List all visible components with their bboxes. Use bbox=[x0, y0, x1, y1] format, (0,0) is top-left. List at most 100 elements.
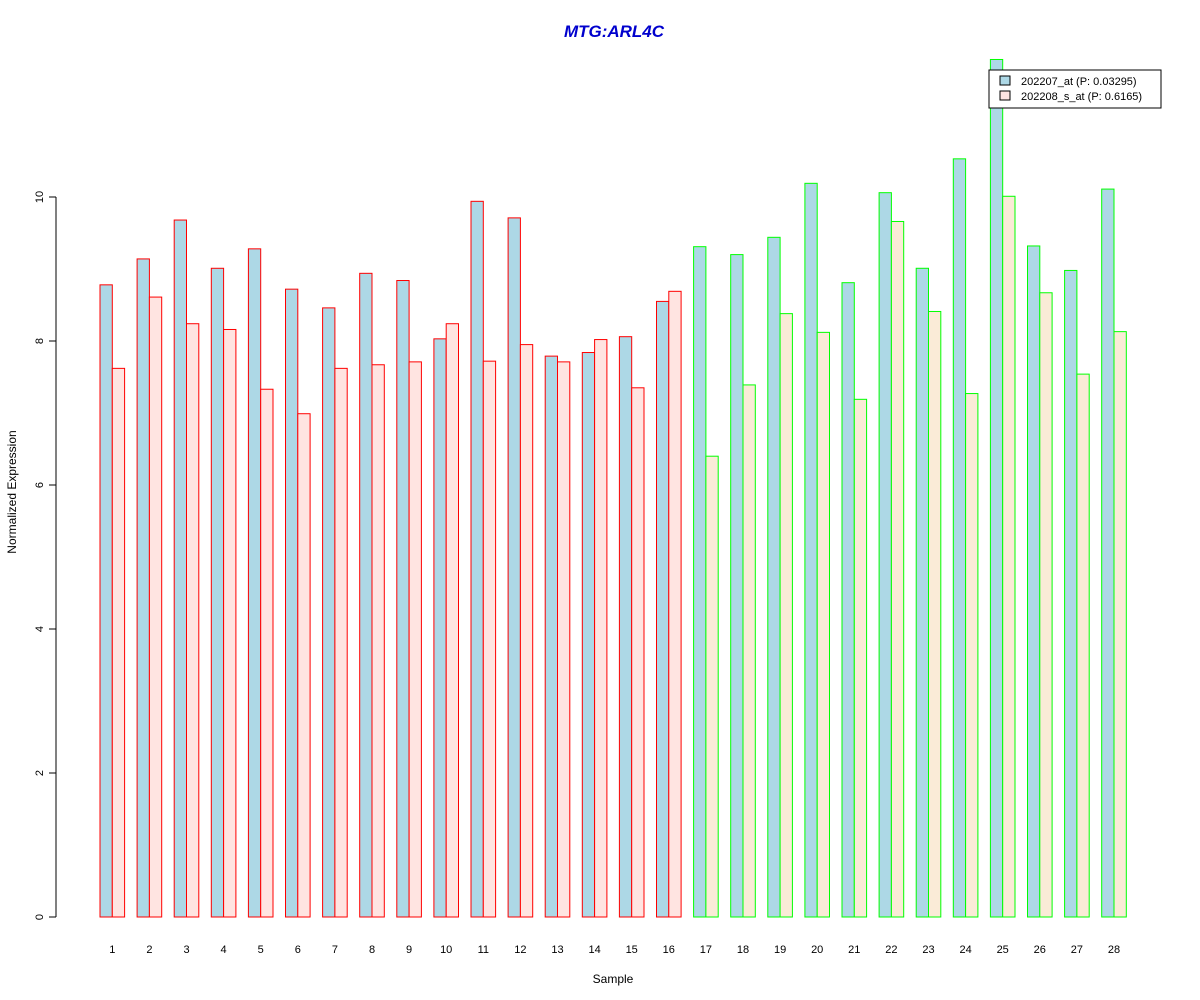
x-tick-label: 23 bbox=[922, 944, 934, 956]
x-tick-label: 5 bbox=[258, 944, 264, 956]
bar-202207-at bbox=[322, 307, 336, 918]
y-tick-label: 6 bbox=[34, 482, 46, 488]
y-tick-label: 2 bbox=[34, 770, 46, 776]
legend-swatch bbox=[999, 75, 1011, 86]
legend: 202207_at (P: 0.03295) 202208_s_at (P: 0.… bbox=[988, 69, 1162, 109]
bar-202207-at bbox=[507, 217, 521, 918]
bar-202208-s-at bbox=[594, 339, 608, 918]
bar-202208-s-at bbox=[482, 360, 497, 918]
bar-202208-s-at bbox=[1039, 292, 1053, 918]
bar-202208-s-at bbox=[779, 313, 793, 918]
x-tick-label: 1 bbox=[109, 944, 115, 956]
bar-202208-s-at bbox=[965, 393, 979, 918]
bar-202208-s-at bbox=[1076, 373, 1090, 918]
x-tick-label: 20 bbox=[811, 944, 823, 956]
bar-202207-at bbox=[841, 282, 855, 918]
bar-202207-at bbox=[989, 58, 1004, 918]
bar-202207-at bbox=[247, 248, 262, 918]
x-tick-label: 6 bbox=[295, 944, 301, 956]
bar-202208-s-at bbox=[1113, 331, 1127, 918]
x-tick-label: 25 bbox=[997, 944, 1009, 956]
bar-202207-at bbox=[730, 254, 744, 918]
bar-202207-at bbox=[99, 284, 113, 918]
x-tick-label: 22 bbox=[885, 944, 897, 956]
bar-202207-at bbox=[581, 352, 596, 918]
bar-202207-at bbox=[544, 355, 559, 918]
y-tick-label: 4 bbox=[34, 626, 46, 632]
x-tick-label: 9 bbox=[406, 944, 412, 956]
x-tick-label: 13 bbox=[551, 944, 563, 956]
y-tick-label: 10 bbox=[34, 191, 46, 203]
bar-202208-s-at bbox=[557, 361, 571, 918]
bar-202207-at bbox=[878, 192, 892, 918]
legend-entry: 202208_s_at (P: 0.6165) bbox=[1021, 91, 1142, 103]
bars bbox=[99, 58, 1127, 918]
bar-202208-s-at bbox=[148, 296, 163, 918]
bar-202208-s-at bbox=[631, 387, 645, 918]
x-tick-label: 3 bbox=[183, 944, 189, 956]
x-tick-label: 11 bbox=[478, 944, 489, 956]
x-tick-label: 26 bbox=[1034, 944, 1046, 956]
bar-202208-s-at bbox=[260, 388, 274, 918]
bar-202208-s-at bbox=[519, 344, 534, 918]
bar-202207-at bbox=[1064, 269, 1078, 918]
bar-202208-s-at bbox=[668, 290, 682, 918]
x-tick-label: 15 bbox=[626, 944, 638, 956]
bar-202208-s-at bbox=[1002, 195, 1016, 918]
bar-202208-s-at bbox=[111, 367, 126, 918]
x-tick-label: 28 bbox=[1108, 944, 1120, 956]
bar-202208-s-at bbox=[742, 384, 756, 918]
legend-box bbox=[988, 69, 1162, 109]
x-tick-label: 24 bbox=[959, 944, 971, 956]
bar-202208-s-at bbox=[816, 331, 831, 918]
bar-202208-s-at bbox=[445, 323, 460, 918]
bar-202207-at bbox=[433, 338, 447, 918]
x-tick-labels: 1 2 3 4 5 6 7 8 9 10 11 12 13 14 15 16 17 18 19 20 21 22 23 24 2… bbox=[109, 944, 1120, 956]
bar-202208-s-at bbox=[223, 328, 237, 918]
bar-202208-s-at bbox=[297, 413, 311, 918]
bar-202207-at bbox=[136, 258, 150, 918]
x-tick-label: 27 bbox=[1071, 944, 1083, 956]
y-tick-label: 8 bbox=[34, 338, 46, 344]
bar-202207-at bbox=[693, 246, 707, 918]
bar-202207-at bbox=[915, 267, 930, 918]
chart-title: MTG:ARL4C bbox=[564, 22, 665, 41]
bar-202207-at bbox=[1027, 245, 1041, 918]
legend-swatch bbox=[999, 90, 1011, 101]
bar-202207-at bbox=[210, 267, 225, 918]
bar-202208-s-at bbox=[408, 361, 422, 918]
bar-202208-s-at bbox=[890, 220, 905, 918]
bar-202207-at bbox=[656, 300, 670, 918]
x-tick-label: 4 bbox=[221, 944, 227, 956]
y-axis-label: Normalized Expression bbox=[5, 430, 19, 553]
x-tick-label: 16 bbox=[663, 944, 675, 956]
x-tick-label: 10 bbox=[440, 944, 452, 956]
bar-202207-at bbox=[285, 288, 299, 918]
bar-202207-at bbox=[470, 200, 484, 918]
legend-entry: 202207_at (P: 0.03295) bbox=[1021, 76, 1137, 88]
bar-202207-at bbox=[1101, 188, 1115, 918]
x-tick-label: 21 bbox=[848, 944, 860, 956]
bar-202207-at bbox=[804, 182, 818, 918]
x-tick-label: 18 bbox=[737, 944, 749, 956]
bar-202208-s-at bbox=[371, 364, 385, 918]
bar-202207-at bbox=[618, 336, 633, 918]
y-tick-label: 0 bbox=[34, 914, 46, 920]
x-tick-label: 14 bbox=[588, 944, 600, 956]
bar-202207-at bbox=[359, 272, 373, 918]
bar-202207-at bbox=[767, 236, 781, 918]
bar-202208-s-at bbox=[853, 398, 868, 918]
y-axis: 0 2 4 6 8 10 bbox=[34, 191, 57, 920]
x-tick-label: 8 bbox=[369, 944, 375, 956]
bar-202208-s-at bbox=[334, 367, 348, 918]
bar-202208-s-at bbox=[186, 323, 200, 918]
bar-202208-s-at bbox=[705, 455, 719, 918]
x-tick-label: 12 bbox=[514, 944, 526, 956]
bar-202208-s-at bbox=[928, 310, 942, 918]
x-tick-label: 19 bbox=[774, 944, 786, 956]
x-tick-label: 17 bbox=[700, 944, 712, 956]
x-tick-label: 2 bbox=[146, 944, 152, 956]
x-tick-label: 7 bbox=[332, 944, 338, 956]
bar-202207-at bbox=[396, 280, 410, 918]
